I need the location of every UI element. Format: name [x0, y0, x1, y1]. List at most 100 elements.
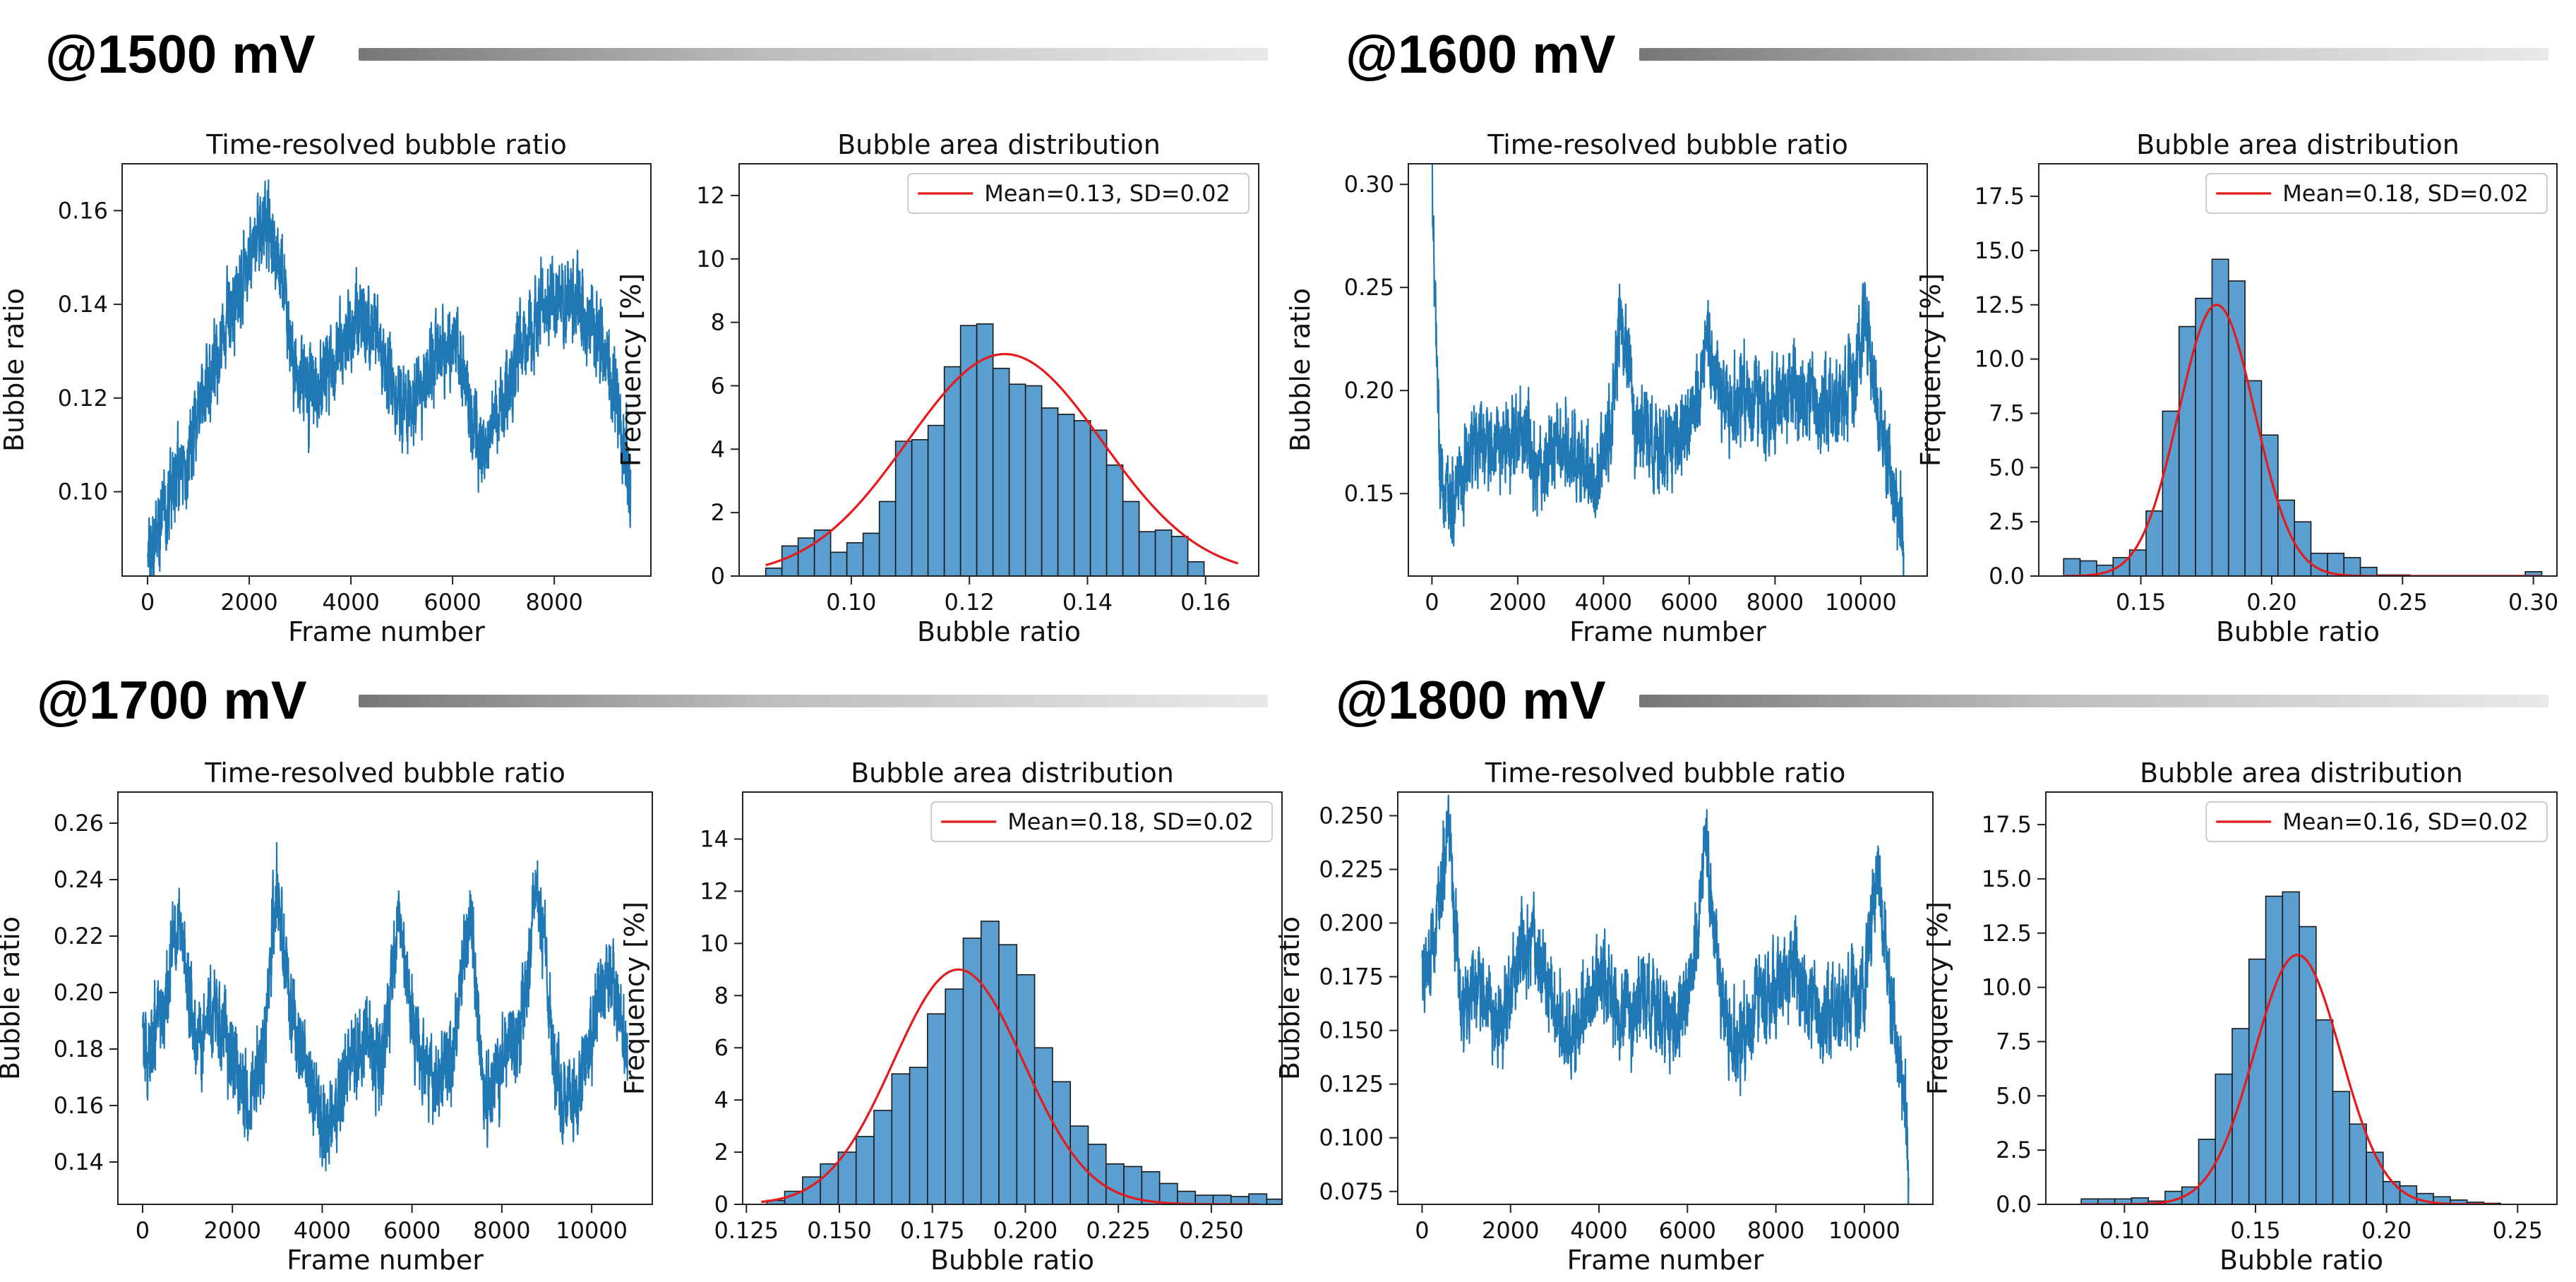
- y-axis-label: Bubble ratio: [0, 288, 30, 452]
- x-tick-label: 0.15: [2116, 589, 2166, 616]
- histogram-bar: [2260, 434, 2279, 576]
- y-axis-label: Bubble ratio: [1274, 916, 1305, 1080]
- chart-title: Bubble area distribution: [851, 757, 1174, 789]
- y-axis-label: Frequency [%]: [1915, 273, 1946, 467]
- legend-label: Mean=0.18, SD=0.02: [2282, 180, 2529, 207]
- y-tick-label: 0.14: [54, 1149, 104, 1175]
- x-tick-label: 10000: [556, 1217, 628, 1244]
- histogram-bar: [2198, 1138, 2217, 1204]
- legend: Mean=0.16, SD=0.02: [2205, 801, 2548, 842]
- y-tick-label: 0.10: [58, 479, 108, 505]
- y-tick-label: 0.20: [54, 979, 104, 1006]
- y-tick-label: 0.15: [1344, 480, 1394, 507]
- x-tick-label: 2000: [1489, 589, 1546, 616]
- histogram-bar: [2162, 410, 2180, 576]
- section-divider-1600: [1639, 48, 2548, 61]
- y-tick-label: 0.125: [1319, 1071, 1384, 1098]
- y-axis-label: Bubble ratio: [0, 916, 25, 1080]
- x-tick-label: 4000: [1570, 1217, 1627, 1244]
- histogram-bar: [2359, 566, 2378, 576]
- y-tick-label: 2: [714, 1139, 729, 1166]
- plot-frame: [1397, 791, 1934, 1205]
- histogram-bar: [2265, 895, 2284, 1204]
- histogram-bar: [1158, 1182, 1178, 1204]
- x-tick-label: 0.12: [945, 589, 995, 616]
- gaussian-fit-line: [761, 968, 1260, 1204]
- legend-label: Mean=0.18, SD=0.02: [1007, 808, 1254, 835]
- histogram-bar: [878, 501, 897, 576]
- y-tick-label: 0.0: [1989, 563, 2025, 589]
- histogram-bar: [1212, 1194, 1232, 1204]
- histogram-bar: [1248, 1193, 1268, 1204]
- chart-timeseries-1500: 0 2000 4000 6000 8000 0.10 0.12 0.14 0.16 Time-re…: [0, 97, 658, 654]
- y-tick-label: 15.0: [1982, 865, 2032, 892]
- y-tick-label: 14: [700, 826, 729, 853]
- histogram-bar: [1177, 1190, 1197, 1204]
- y-tick-label: 0: [711, 563, 725, 589]
- histogram-bar: [781, 545, 799, 576]
- y-tick-label: 0.075: [1319, 1178, 1384, 1205]
- y-tick-label: 2.5: [1989, 508, 2025, 535]
- histogram-bar: [2343, 557, 2361, 576]
- histogram-bar: [1008, 383, 1026, 576]
- histogram-bar: [1057, 414, 1075, 576]
- y-tick-label: 0.175: [1319, 964, 1384, 990]
- x-axis-label: Frame number: [288, 616, 485, 647]
- histogram-bar: [911, 439, 929, 576]
- y-tick-label: 12: [696, 182, 725, 209]
- y-tick-label: 12: [700, 877, 729, 904]
- histogram-bar: [855, 1136, 875, 1204]
- series-line: [146, 179, 632, 576]
- x-tick-label: 0.225: [1086, 1217, 1151, 1244]
- y-tick-label: 0.18: [54, 1036, 104, 1062]
- histogram-bar: [846, 542, 864, 576]
- y-tick-label: 0.25: [1344, 274, 1394, 301]
- y-axis-label: Frequency [%]: [1922, 901, 1953, 1095]
- chart-histogram-1800: Mean=0.16, SD=0.02 0.10 0.15 0.20 0.25 0.0 2.5…: [1922, 725, 2564, 1282]
- histogram-bar: [1070, 1125, 1089, 1204]
- section-divider-1500: [359, 48, 1268, 61]
- chart-timeseries-1700: 0 2000 4000 6000 8000 10000 0.14 0.16 0.18 0.20 0.…: [0, 725, 659, 1282]
- chart-title: Bubble area distribution: [837, 129, 1161, 160]
- plot-frame: [1408, 163, 1928, 577]
- histogram-bar: [2299, 925, 2317, 1204]
- y-tick-label: 6: [711, 372, 725, 399]
- series-line: [1421, 794, 1910, 1204]
- histogram-bar: [909, 1067, 928, 1204]
- gaussian-fit-line: [2063, 304, 2540, 576]
- plot-frame: [2038, 163, 2558, 577]
- histogram-bar: [1106, 464, 1124, 576]
- y-tick-label: 12.5: [1982, 920, 2032, 947]
- y-tick-label: 0: [714, 1191, 729, 1218]
- plot-frame: [742, 791, 1283, 1205]
- y-tick-label: 2.5: [1996, 1137, 2032, 1163]
- x-tick-label: 0.20: [2246, 589, 2296, 616]
- series-line: [141, 841, 628, 1172]
- section-title-1600: @1600 mV: [1346, 25, 1616, 85]
- histogram-bar: [862, 532, 880, 576]
- legend-label: Mean=0.13, SD=0.02: [984, 180, 1230, 207]
- x-tick-label: 0: [1415, 1217, 1429, 1244]
- y-tick-label: 8: [711, 309, 725, 336]
- gaussian-fit-line: [765, 352, 1239, 567]
- y-tick-label: 0.100: [1319, 1125, 1384, 1151]
- chart-histogram-1500: Mean=0.13, SD=0.02 0.10 0.12 0.14 0.16 0 2 4 6 8 1…: [616, 97, 1266, 654]
- plot-frame: [738, 163, 1259, 577]
- histogram-bar: [2282, 891, 2300, 1204]
- histogram-bar: [927, 424, 945, 576]
- histogram-bar: [1138, 531, 1156, 576]
- histogram-bar: [980, 921, 1000, 1204]
- y-tick-label: 6: [714, 1034, 729, 1061]
- x-tick-label: 0: [140, 589, 155, 616]
- histogram-bar: [927, 1013, 946, 1204]
- y-tick-label: 0.0: [1996, 1191, 2032, 1218]
- y-tick-label: 0.225: [1319, 856, 1384, 883]
- x-tick-label: 0.15: [2230, 1217, 2280, 1244]
- histogram-bar: [1089, 429, 1108, 576]
- y-tick-label: 12.5: [1975, 292, 2025, 318]
- histogram-bar: [2195, 297, 2213, 576]
- x-axis-label: Frame number: [287, 1245, 484, 1276]
- x-tick-label: 2000: [203, 1217, 260, 1244]
- gaussian-fit-line: [2081, 954, 2497, 1204]
- chart-title: Time-resolved bubble ratio: [204, 757, 565, 789]
